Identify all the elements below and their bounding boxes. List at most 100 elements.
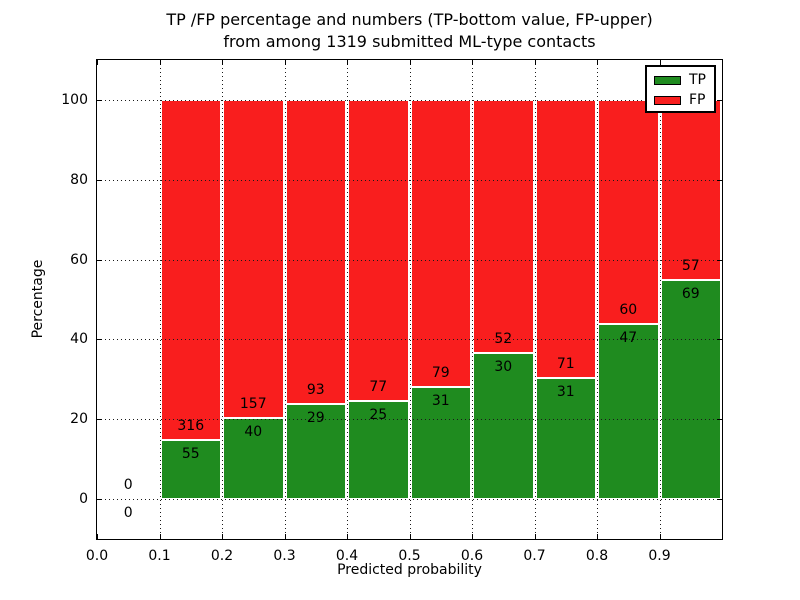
x-tick-label: 0.2 — [210, 548, 234, 564]
legend: TP FP — [645, 65, 716, 113]
y-axis-label: Percentage — [30, 259, 46, 339]
x-tick-label: 0.8 — [585, 548, 609, 564]
tp-legend-swatch — [654, 75, 681, 85]
gridline-vertical — [659, 60, 661, 539]
bar-tp-segment — [160, 439, 221, 500]
y-tick-mark-right — [717, 419, 722, 421]
x-tick-mark-bottom — [284, 534, 286, 539]
x-tick-mark-top — [97, 60, 98, 65]
x-tick-mark-bottom — [597, 534, 598, 539]
x-tick-label: 0.5 — [398, 548, 421, 564]
y-tick-mark-right — [717, 179, 722, 181]
y-tick-label: 60 — [70, 251, 88, 268]
gridline-vertical — [472, 60, 473, 539]
x-tick-mark-bottom — [534, 534, 536, 539]
bar-fp-segment — [348, 99, 409, 402]
gridline-vertical — [409, 60, 411, 539]
fp-count-label: 0 — [123, 477, 133, 494]
tp-count-label: 47 — [619, 329, 638, 346]
bar-tp-segment — [223, 418, 284, 500]
y-tick-mark-left — [97, 99, 102, 101]
bar-fp-segment — [535, 99, 596, 378]
gridline-vertical — [347, 60, 348, 539]
y-tick-mark-left — [97, 179, 102, 181]
fp-count-label: 60 — [619, 301, 638, 318]
y-tick-mark-left — [97, 419, 102, 421]
bar-tp-segment — [473, 353, 534, 500]
x-tick-mark-top — [347, 60, 348, 65]
chart-title-line2: from among 1319 submitted ML-type contac… — [223, 32, 596, 51]
fp-count-label: 57 — [681, 258, 700, 275]
tp-count-label: 55 — [181, 445, 200, 462]
bar-fp-segment — [285, 99, 346, 405]
fp-count-label: 316 — [177, 417, 205, 434]
tp-count-label: 29 — [306, 410, 325, 427]
x-tick-mark-bottom — [347, 534, 348, 539]
x-tick-mark-top — [472, 60, 473, 65]
tp-count-label: 40 — [244, 424, 263, 441]
tp-count-label: 25 — [369, 407, 388, 424]
bar-fp-segment — [598, 99, 659, 324]
y-tick-mark-right — [717, 259, 722, 261]
chart-title: TP /FP percentage and numbers (TP-bottom… — [96, 9, 723, 53]
gridline-vertical — [284, 60, 286, 539]
legend-item-fp: FP — [654, 90, 714, 110]
x-tick-mark-bottom — [472, 534, 473, 539]
x-tick-mark-top — [284, 60, 286, 65]
tp-count-label: 0 — [123, 505, 133, 522]
y-tick-label: 0 — [79, 491, 88, 508]
tp-count-label: 30 — [494, 359, 513, 376]
x-tick-mark-top — [159, 60, 161, 65]
fp-legend-swatch — [654, 95, 681, 105]
bar-tp-segment — [348, 401, 409, 500]
y-tick-mark-right — [717, 499, 722, 501]
bar-tp-segment — [660, 280, 721, 500]
x-tick-label: 0.9 — [648, 548, 671, 564]
y-tick-mark-left — [97, 339, 102, 341]
y-tick-label: 100 — [61, 91, 88, 108]
legend-item-tp: TP — [654, 70, 714, 90]
fp-legend-label: FP — [689, 92, 706, 108]
x-tick-mark-bottom — [97, 534, 98, 539]
x-tick-mark-bottom — [222, 534, 223, 539]
bar-tp-segment — [598, 323, 659, 500]
y-tick-label: 20 — [70, 411, 88, 428]
fp-count-label: 77 — [369, 379, 388, 396]
fp-count-label: 79 — [431, 364, 450, 381]
gridline-vertical — [159, 60, 161, 539]
gridline-vertical — [534, 60, 536, 539]
y-tick-mark-right — [717, 99, 722, 101]
tp-count-label: 69 — [681, 286, 700, 303]
y-tick-label: 80 — [70, 171, 88, 188]
x-tick-mark-top — [222, 60, 223, 65]
tp-count-label: 31 — [556, 383, 575, 400]
bar-fp-segment — [473, 99, 534, 354]
bar-tp-segment — [410, 386, 471, 500]
fp-count-label: 52 — [494, 331, 513, 348]
plot-area: TP FP 0 0 316 55 157 40 93 29 77 25 79 31 52 30 71 31 60… — [96, 59, 723, 540]
x-tick-label: 0.4 — [335, 548, 359, 564]
x-tick-mark-top — [659, 60, 661, 65]
gridline-vertical — [222, 60, 223, 539]
fp-count-label: 93 — [306, 382, 325, 399]
x-tick-label: 0.3 — [273, 548, 296, 564]
bar-tp-segment — [535, 377, 596, 500]
gridline-vertical — [597, 60, 598, 539]
x-tick-mark-top — [597, 60, 598, 65]
x-tick-label: 0.0 — [85, 548, 109, 564]
y-tick-mark-right — [717, 339, 722, 341]
bar-fp-segment — [160, 99, 221, 440]
y-tick-mark-left — [97, 259, 102, 261]
x-tick-label: 0.7 — [523, 548, 546, 564]
x-tick-mark-bottom — [159, 534, 161, 539]
x-tick-label: 0.1 — [148, 548, 171, 564]
bar-fp-segment — [660, 99, 721, 281]
x-tick-label: 0.6 — [460, 548, 484, 564]
y-tick-label: 40 — [70, 331, 88, 348]
x-tick-mark-top — [409, 60, 411, 65]
x-axis-label: Predicted probability — [337, 562, 482, 578]
tp-count-label: 31 — [431, 392, 450, 409]
chart-title-line1: TP /FP percentage and numbers (TP-bottom… — [166, 10, 653, 29]
tp-legend-label: TP — [689, 72, 706, 88]
